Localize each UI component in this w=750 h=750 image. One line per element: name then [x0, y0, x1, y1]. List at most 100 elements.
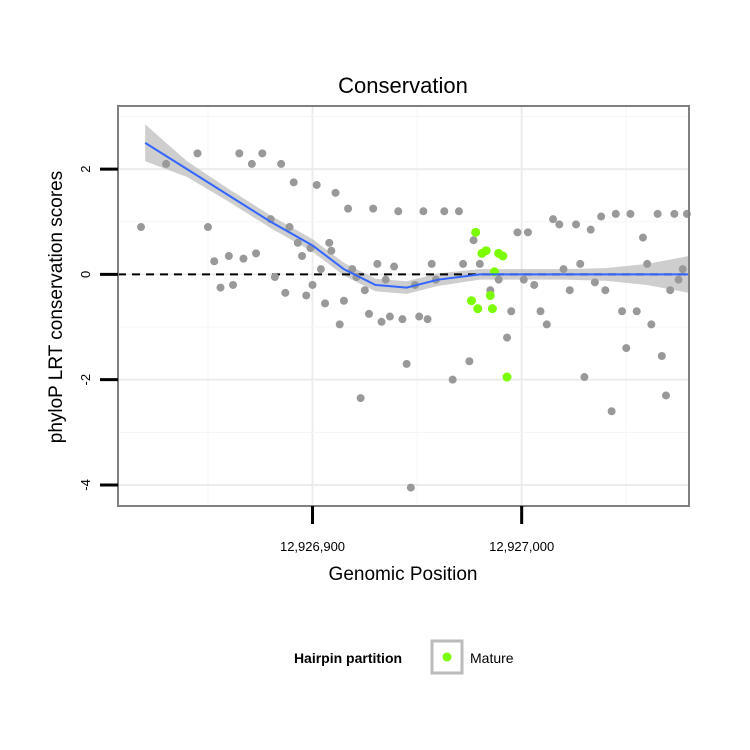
data-point [137, 223, 146, 232]
data-point [373, 259, 382, 268]
data-point [210, 257, 219, 266]
data-point [339, 296, 348, 305]
data-point [390, 262, 399, 271]
data-point [622, 344, 631, 353]
data-point [423, 315, 432, 324]
smooth-confidence-ribbon [145, 124, 689, 294]
data-point [530, 280, 539, 289]
data-point [586, 225, 595, 234]
data-point [327, 246, 336, 255]
data-point [216, 283, 225, 292]
data-point [344, 204, 353, 213]
data-point [321, 299, 330, 308]
legend-key-mature [442, 652, 452, 662]
plot-panel [118, 106, 689, 506]
data-point [312, 180, 321, 189]
data-point [542, 320, 551, 329]
data-point [576, 259, 585, 268]
data-point [239, 254, 248, 263]
smooth-fit-line [144, 141, 689, 289]
data-point [513, 228, 522, 237]
data-point-mature [466, 296, 476, 306]
y-tick-label: 0 [78, 271, 93, 278]
x-tick-label: 12,926,900 [280, 539, 345, 554]
data-point [475, 259, 484, 268]
data-point [597, 212, 606, 221]
data-point [316, 265, 325, 274]
data-point [419, 207, 428, 216]
data-point [394, 207, 403, 216]
y-tick-label: -4 [78, 479, 93, 491]
data-point [536, 307, 545, 316]
data-point [193, 149, 202, 158]
data-point [653, 209, 662, 218]
data-point-mature [481, 246, 491, 256]
chart-title: Conservation [338, 73, 468, 98]
legend-label-mature: Mature [470, 650, 514, 666]
data-point [406, 483, 415, 492]
data-point [469, 236, 478, 245]
data-point [618, 307, 627, 316]
data-point [565, 286, 574, 295]
data-point-mature [487, 304, 497, 314]
data-point [549, 215, 558, 224]
data-point [519, 275, 528, 284]
data-point [385, 312, 394, 321]
data-point [252, 249, 261, 258]
legend-title: Hairpin partition [294, 650, 402, 666]
data-point [666, 286, 675, 295]
data-point [632, 307, 641, 316]
data-point-mature [473, 304, 483, 314]
data-point [247, 159, 256, 168]
smooth-curve-layer [144, 141, 689, 289]
data-point [369, 204, 378, 213]
y-axis-title: phyloP LRT conservation scores [46, 171, 67, 444]
data-point [465, 357, 474, 366]
y-axis-ticks: -4 -2 0 2 [78, 166, 118, 491]
data-point [440, 207, 449, 216]
data-point [258, 149, 267, 158]
data-point [607, 407, 616, 416]
data-point [670, 209, 679, 218]
data-point [601, 286, 610, 295]
data-point [360, 286, 369, 295]
data-point [572, 220, 581, 229]
data-point [523, 228, 532, 237]
data-point [356, 394, 365, 403]
data-point [277, 159, 286, 168]
data-point [335, 320, 344, 329]
data-point [415, 312, 424, 321]
data-point [678, 265, 687, 274]
data-point [302, 291, 311, 300]
points-mature-series [466, 227, 512, 382]
data-point [331, 188, 340, 197]
data-point [454, 207, 463, 216]
data-point [507, 307, 516, 316]
data-point [364, 309, 373, 318]
data-point [381, 275, 390, 284]
data-point [626, 209, 635, 218]
data-point [298, 252, 307, 260]
data-point [638, 233, 647, 242]
data-point [402, 359, 411, 368]
data-point-mature [471, 227, 481, 237]
data-point [325, 238, 334, 247]
points-other-series [137, 149, 691, 492]
data-point [657, 352, 666, 360]
data-point [427, 259, 436, 268]
data-point [229, 280, 238, 289]
data-point [647, 320, 656, 329]
data-point [494, 275, 503, 284]
data-point [448, 375, 457, 384]
x-tick-label: 12,927,000 [489, 539, 554, 554]
data-point [611, 209, 620, 218]
plot-border [117, 105, 690, 507]
data-point [459, 259, 468, 268]
data-point [289, 178, 298, 187]
data-point [503, 333, 512, 342]
data-point [674, 275, 683, 284]
data-point [224, 252, 233, 260]
data-point [580, 373, 589, 382]
data-point [162, 159, 171, 168]
